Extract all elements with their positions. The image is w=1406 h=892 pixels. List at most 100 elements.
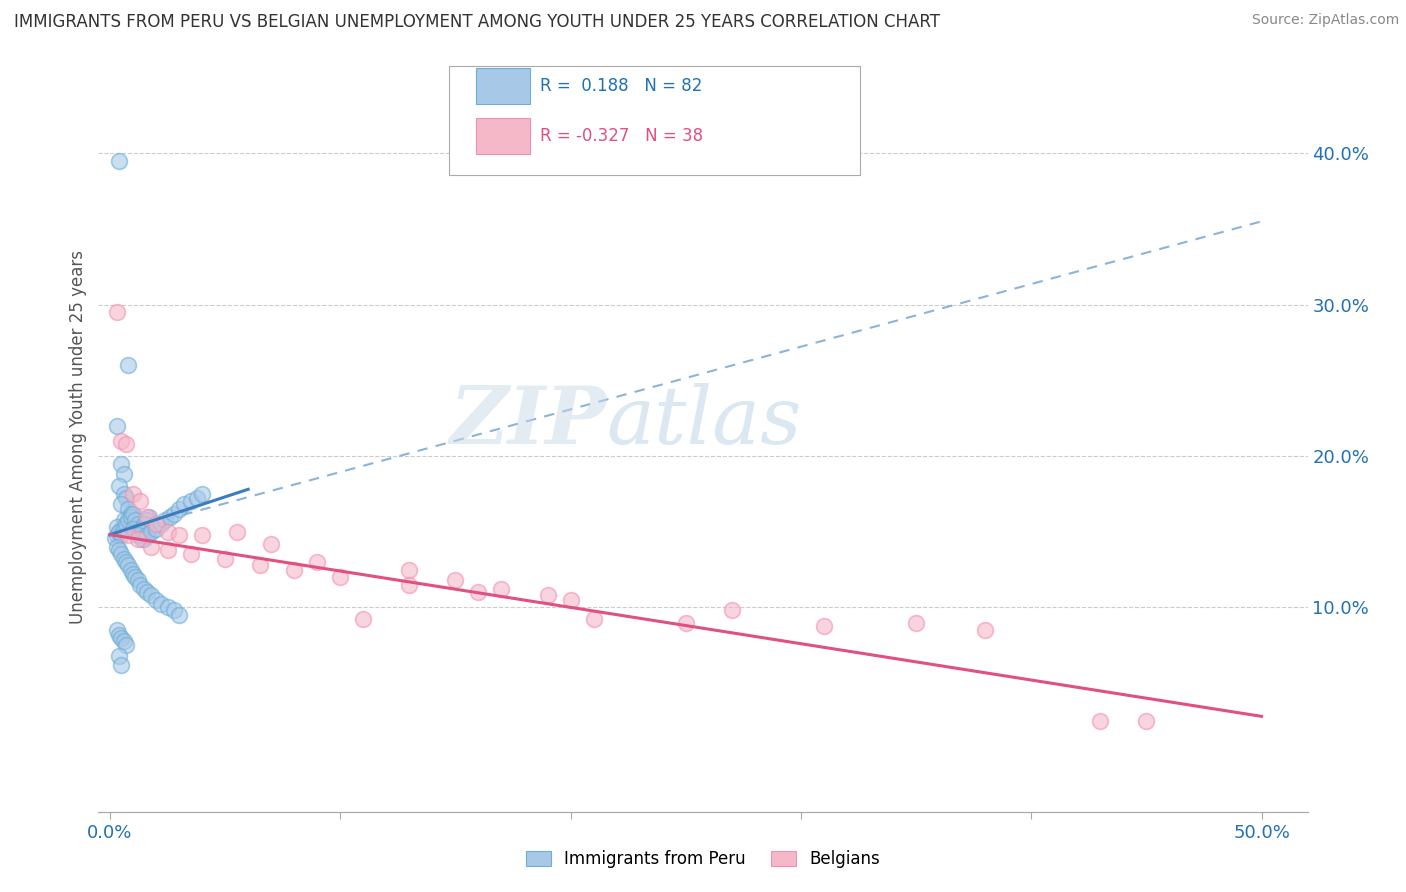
Point	[115, 517, 138, 532]
Point	[122, 507, 145, 521]
Text: atlas: atlas	[606, 384, 801, 461]
Point	[110, 522, 132, 536]
Point	[191, 527, 214, 541]
FancyBboxPatch shape	[449, 66, 860, 175]
Point	[110, 527, 132, 541]
Point	[156, 524, 179, 539]
Point	[127, 527, 149, 541]
Point	[110, 498, 132, 512]
Point	[398, 577, 420, 591]
Point	[117, 558, 139, 572]
Legend: Immigrants from Peru, Belgians: Immigrants from Peru, Belgians	[519, 844, 887, 875]
Point	[108, 627, 131, 641]
Point	[115, 638, 138, 652]
Point	[108, 648, 131, 663]
Point	[167, 502, 190, 516]
Point	[112, 512, 135, 526]
Point	[138, 522, 160, 536]
Point	[260, 537, 283, 551]
Point	[105, 540, 128, 554]
Point	[560, 592, 582, 607]
Point	[117, 358, 139, 372]
Point	[105, 527, 128, 541]
Point	[156, 600, 179, 615]
Point	[141, 524, 163, 539]
Point	[163, 603, 186, 617]
Point	[105, 305, 128, 319]
Point	[398, 562, 420, 576]
Point	[1090, 714, 1112, 728]
Point	[720, 603, 742, 617]
Point	[135, 509, 157, 524]
Point	[122, 522, 145, 536]
Point	[110, 657, 132, 672]
Point	[112, 467, 135, 482]
Point	[1135, 714, 1157, 728]
Point	[108, 479, 131, 493]
Point	[128, 524, 150, 539]
Text: IMMIGRANTS FROM PERU VS BELGIAN UNEMPLOYMENT AMONG YOUTH UNDER 25 YEARS CORRELAT: IMMIGRANTS FROM PERU VS BELGIAN UNEMPLOY…	[14, 13, 941, 31]
Point	[214, 552, 236, 566]
Point	[675, 615, 697, 630]
Point	[115, 517, 138, 532]
Point	[122, 567, 145, 582]
Point	[149, 517, 172, 532]
Point	[135, 527, 157, 541]
Point	[110, 548, 132, 562]
Point	[156, 542, 179, 557]
Point	[155, 512, 177, 526]
Point	[128, 527, 150, 541]
Point	[110, 457, 132, 471]
Point	[134, 517, 156, 532]
Point	[163, 507, 186, 521]
Point	[115, 491, 138, 506]
Point	[110, 631, 132, 645]
Point	[974, 623, 997, 637]
Point	[191, 487, 214, 501]
Point	[905, 615, 928, 630]
Point	[105, 418, 128, 433]
Point	[149, 598, 172, 612]
Point	[120, 507, 142, 521]
Point	[307, 555, 329, 569]
Point	[105, 520, 128, 534]
Point	[813, 618, 835, 632]
Point	[145, 592, 167, 607]
Point	[138, 509, 160, 524]
Point	[141, 588, 163, 602]
Point	[225, 524, 247, 539]
Point	[120, 509, 142, 524]
Point	[128, 494, 150, 508]
Point	[127, 573, 149, 587]
Point	[115, 555, 138, 569]
Point	[120, 562, 142, 576]
Point	[112, 487, 135, 501]
Point	[117, 527, 139, 541]
Point	[134, 582, 156, 597]
Text: R = -0.327   N = 38: R = -0.327 N = 38	[540, 127, 703, 145]
Point	[128, 527, 150, 541]
Point	[249, 558, 271, 572]
Point	[108, 153, 131, 168]
Point	[141, 540, 163, 554]
Point	[134, 522, 156, 536]
Point	[128, 577, 150, 591]
Point	[467, 585, 489, 599]
Point	[329, 570, 352, 584]
Point	[167, 607, 190, 622]
Point	[180, 494, 202, 508]
Point	[135, 585, 157, 599]
Point	[131, 522, 153, 536]
Point	[110, 434, 132, 448]
Point	[135, 527, 157, 541]
Text: ZIP: ZIP	[450, 384, 606, 461]
Point	[536, 588, 558, 602]
Point	[127, 533, 149, 547]
Point	[582, 612, 605, 626]
Point	[283, 562, 305, 576]
Point	[124, 524, 146, 539]
Point	[127, 517, 149, 532]
Point	[145, 522, 167, 536]
Point	[108, 524, 131, 539]
Point	[112, 522, 135, 536]
